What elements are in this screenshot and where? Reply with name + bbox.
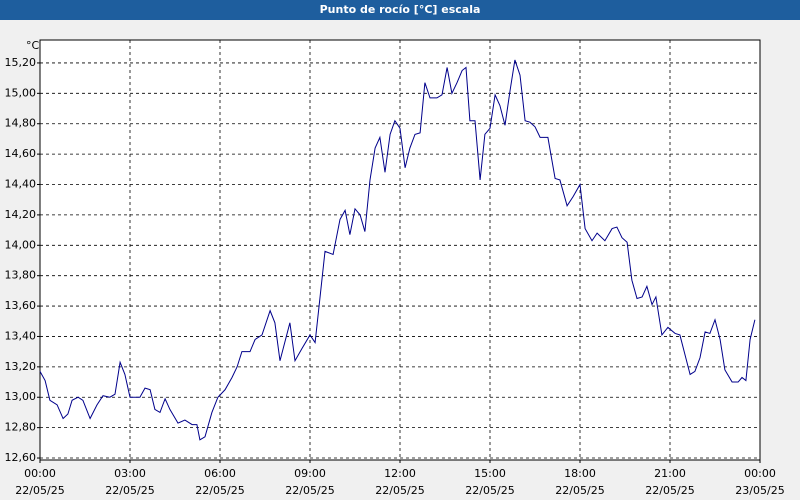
x-tick-date: 22/05/25: [15, 484, 64, 497]
y-tick-label: 14,40: [5, 178, 37, 191]
x-tick-label: 00:00: [24, 467, 56, 480]
x-tick-label: 21:00: [654, 467, 686, 480]
chart-title: Punto de rocío [°C] escala: [320, 3, 481, 16]
y-tick-label: 15,00: [5, 86, 37, 99]
x-tick-date: 22/05/25: [465, 484, 514, 497]
x-tick-date: 22/05/25: [195, 484, 244, 497]
x-tick-date: 22/05/25: [375, 484, 424, 497]
y-tick-label: 15,20: [5, 56, 37, 69]
x-tick-label: 09:00: [294, 467, 326, 480]
x-tick-date: 22/05/25: [285, 484, 334, 497]
y-tick-label: 14,20: [5, 208, 37, 221]
y-tick-label: 13,80: [5, 269, 37, 282]
y-tick-label: 13,40: [5, 329, 37, 342]
x-tick-label: 03:00: [114, 467, 146, 480]
y-tick-label: 12,60: [5, 451, 37, 464]
x-tick-label: 00:00: [744, 467, 776, 480]
x-tick-label: 15:00: [474, 467, 506, 480]
y-tick-label: 14,00: [5, 238, 37, 251]
x-tick-label: 12:00: [384, 467, 416, 480]
y-tick-label: 14,60: [5, 147, 37, 160]
y-tick-label: 13,20: [5, 360, 37, 373]
x-tick-date: 22/05/25: [555, 484, 604, 497]
x-tick-date: 22/05/25: [105, 484, 154, 497]
y-tick-label: 12,80: [5, 421, 37, 434]
y-tick-label: 13,60: [5, 299, 37, 312]
y-unit: °C: [26, 39, 40, 52]
x-tick-label: 18:00: [564, 467, 596, 480]
y-tick-label: 13,00: [5, 390, 37, 403]
title-bar: [0, 0, 800, 20]
data-line: [39, 59, 756, 441]
x-tick-date: 22/05/25: [645, 484, 694, 497]
x-tick-date: 23/05/25: [735, 484, 784, 497]
x-tick-label: 06:00: [204, 467, 236, 480]
y-tick-label: 14,80: [5, 117, 37, 130]
